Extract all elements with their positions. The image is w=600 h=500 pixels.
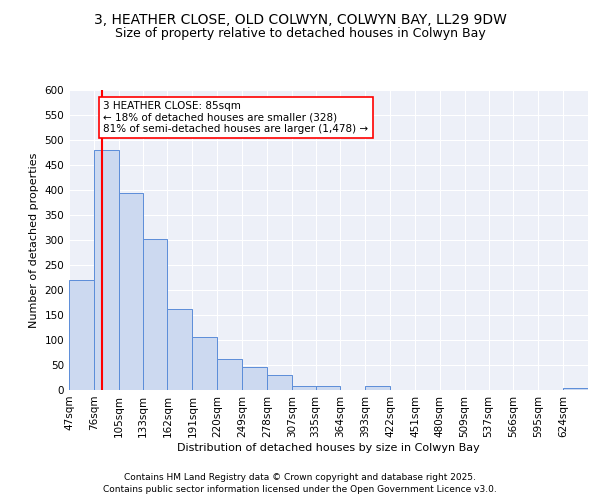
Bar	[143, 239, 167, 390]
Y-axis label: Number of detached properties: Number of detached properties	[29, 152, 39, 328]
Bar	[167, 309, 193, 390]
Text: Contains HM Land Registry data © Crown copyright and database right 2025.: Contains HM Land Registry data © Crown c…	[124, 472, 476, 482]
Text: Size of property relative to detached houses in Colwyn Bay: Size of property relative to detached ho…	[115, 28, 485, 40]
Bar	[94, 150, 119, 390]
Bar	[292, 386, 316, 390]
Text: Contains public sector information licensed under the Open Government Licence v3: Contains public sector information licen…	[103, 485, 497, 494]
Bar	[563, 388, 588, 390]
Bar	[267, 374, 292, 390]
Bar	[316, 386, 340, 390]
Bar	[69, 280, 94, 390]
Text: 3 HEATHER CLOSE: 85sqm
← 18% of detached houses are smaller (328)
81% of semi-de: 3 HEATHER CLOSE: 85sqm ← 18% of detached…	[103, 101, 368, 134]
Bar	[217, 358, 242, 390]
Bar	[193, 336, 217, 390]
Text: 3, HEATHER CLOSE, OLD COLWYN, COLWYN BAY, LL29 9DW: 3, HEATHER CLOSE, OLD COLWYN, COLWYN BAY…	[94, 12, 506, 26]
X-axis label: Distribution of detached houses by size in Colwyn Bay: Distribution of detached houses by size …	[177, 442, 480, 452]
Bar	[365, 386, 390, 390]
Bar	[119, 192, 143, 390]
Bar	[242, 367, 267, 390]
